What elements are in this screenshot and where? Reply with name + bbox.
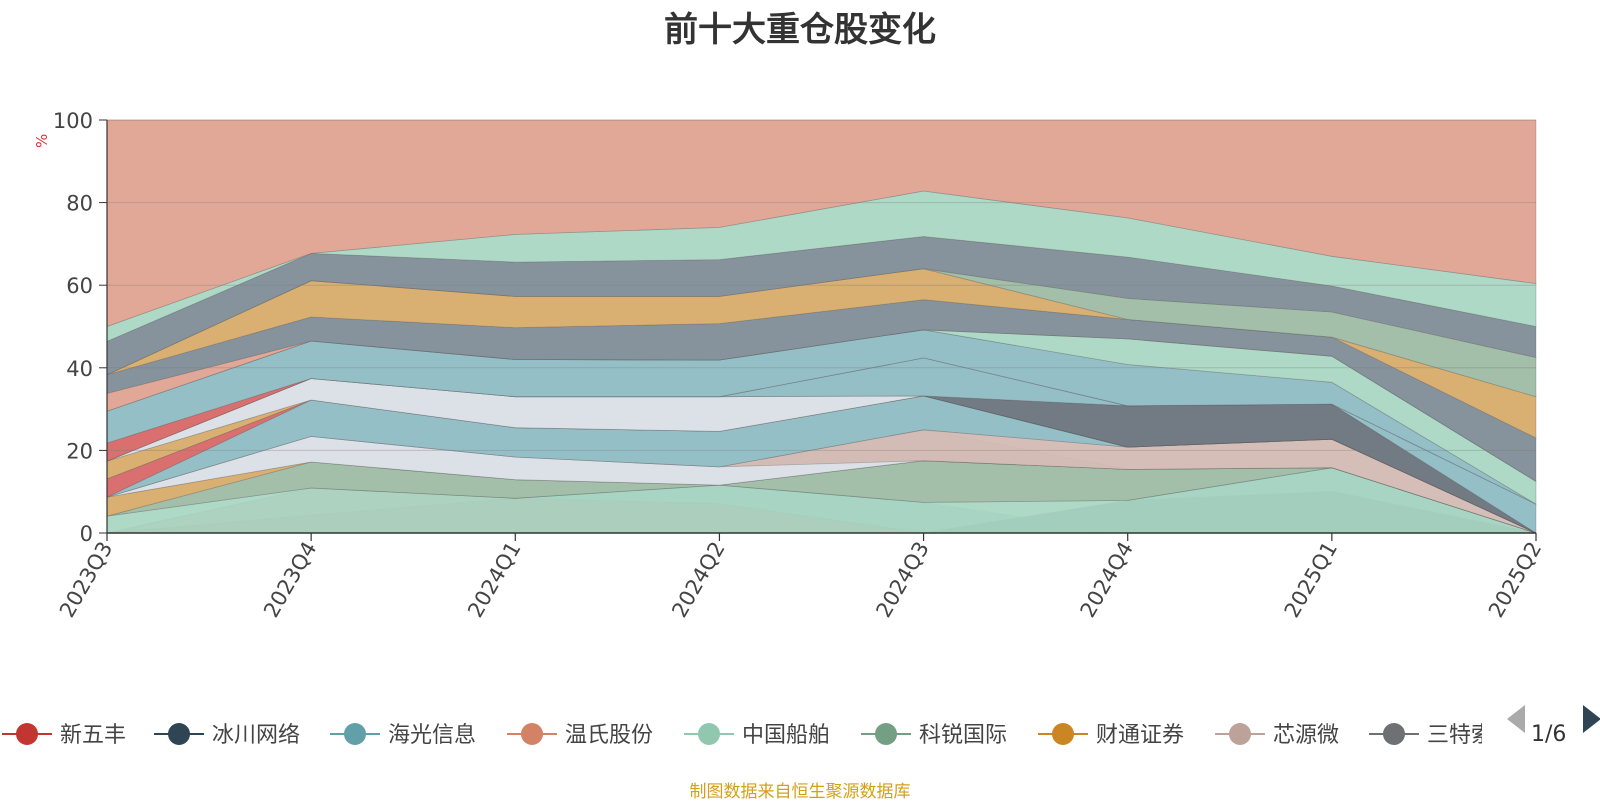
y-tick-label-100: 100 [53,109,93,133]
y-tick-label-60: 60 [66,274,93,298]
x-tick-label-2023Q4: 2023Q4 [259,538,321,622]
legend-item-3[interactable]: 温氏股份 [507,723,653,748]
area-bands [106,119,1537,534]
x-tick-label-2024Q3: 2024Q3 [871,538,933,622]
legend-item-4[interactable]: 中国船舶 [684,723,830,748]
legend-marker-6 [1052,723,1074,745]
footer-source: 制图数据来自恒生聚源数据库 [689,782,911,802]
legend-item-5[interactable]: 科锐国际 [861,723,1007,748]
y-tick-label-0: 0 [80,522,93,546]
legend-item-0[interactable]: 新五丰 [2,723,126,748]
legend-item-2[interactable]: 海光信息 [330,723,476,748]
legend-next-icon[interactable] [1583,705,1600,733]
legend-page-indicator: 1/6 [1531,722,1566,747]
grid-lines [107,119,1536,451]
legend-prev-icon[interactable] [1507,705,1525,733]
legend-label-8: 三特索道 [1427,723,1515,748]
legend-marker-4 [698,723,720,745]
legend-item-1[interactable]: 冰川网络 [154,723,300,748]
legend-label-7: 芯源微 [1273,723,1339,748]
legend-item-8[interactable]: 三特索道 [1369,723,1515,748]
legend-marker-0 [16,723,38,745]
area-band-18 [106,329,1537,505]
legend: 新五丰 冰川网络 海光信息 温氏股份 中国船舶 科锐国际 财通证券 芯源微 三特索道 [2,723,1515,748]
legend-label-4: 中国船舶 [742,723,830,748]
legend-item-7[interactable]: 芯源微 [1215,723,1339,748]
x-tick-label-2024Q4: 2024Q4 [1076,538,1138,622]
legend-marker-8 [1383,723,1405,745]
legend-marker-3 [521,723,543,745]
y-tick-label-20: 20 [66,439,93,463]
legend-marker-5 [875,723,897,745]
legend-label-3: 温氏股份 [565,723,653,748]
y-tick-label-40: 40 [66,357,93,381]
legend-label-1: 冰川网络 [212,723,300,748]
y-tick-label-80: 80 [66,192,93,216]
x-tick-label-2025Q2: 2025Q2 [1484,538,1546,622]
area-band-25 [106,119,1537,328]
legend-pager[interactable]: 1/6 [1507,705,1600,747]
legend-marker-1 [168,723,190,745]
x-tick-label-2024Q1: 2024Q1 [463,538,525,622]
x-tick-label-2024Q2: 2024Q2 [667,538,729,622]
legend-label-6: 财通证券 [1096,723,1184,748]
area-band-17 [106,329,1537,505]
area-band-24 [106,190,1537,343]
chart-title: 前十大重仓股变化 [664,10,936,50]
legend-marker-2 [344,723,366,745]
legend-label-2: 海光信息 [388,723,476,748]
legend-item-6[interactable]: 财通证券 [1038,723,1184,748]
x-tick-label-2023Q3: 2023Q3 [55,538,117,622]
x-tick-label-2025Q1: 2025Q1 [1280,538,1342,622]
legend-label-0: 新五丰 [60,723,126,748]
legend-marker-7 [1229,723,1251,745]
legend-label-5: 科锐国际 [919,723,1007,748]
